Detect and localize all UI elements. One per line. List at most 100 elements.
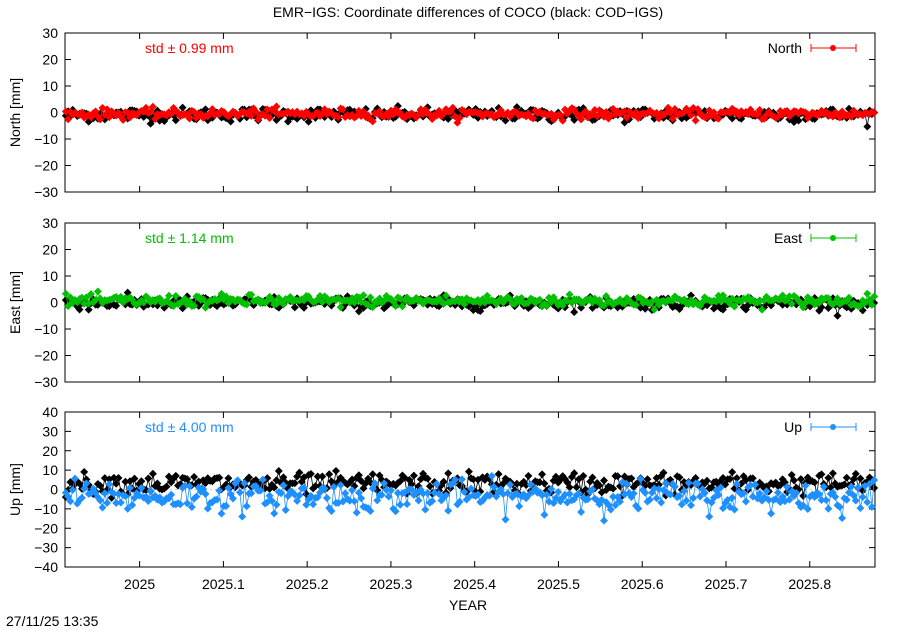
east-data-point [336, 303, 345, 312]
up-data-point [409, 471, 418, 480]
up-data-point [645, 495, 654, 504]
chart-title: EMR−IGS: Coordinate differences of COCO … [273, 4, 663, 20]
up-ytick-label: 10 [42, 462, 58, 478]
east-data-point [863, 289, 872, 298]
up-data-point [414, 496, 423, 505]
east-data-point [290, 303, 299, 312]
up-data-point [824, 473, 833, 482]
up-data-point [192, 492, 201, 501]
up-data-point [116, 498, 125, 507]
east-ylabel: East [mm] [7, 271, 23, 334]
up-data-point [451, 475, 460, 484]
up-data-point [387, 486, 395, 495]
east-legend-label: East [774, 230, 802, 246]
north-data-point [691, 116, 700, 125]
up-data-point [611, 501, 620, 510]
east-data-point [758, 305, 766, 314]
up-data-point [616, 497, 624, 506]
up-data-point [442, 491, 450, 500]
x-tick-label: 2025.2 [286, 576, 329, 592]
up-data-point [654, 480, 663, 489]
up-ytick-label: −10 [34, 501, 58, 517]
x-tick-label: 2025.1 [202, 576, 245, 592]
east-data-point [398, 302, 407, 311]
up-data-point [329, 482, 338, 491]
up-data-point [485, 491, 494, 500]
up-data-point [258, 475, 267, 484]
east-ytick-label: −30 [34, 374, 58, 390]
up-data-point [725, 475, 734, 484]
east-legend-marker [830, 235, 836, 241]
up-data-point [652, 494, 661, 503]
north-legend-marker [830, 45, 836, 51]
up-data-point [320, 484, 329, 493]
east-data-point [190, 301, 199, 310]
up-ytick-label: −40 [34, 559, 58, 575]
east-ytick-label: 0 [50, 295, 58, 311]
up-data-point [595, 481, 604, 490]
east-data-point [171, 291, 180, 300]
up-data-point [380, 479, 389, 488]
up-data-point [213, 495, 221, 504]
up-data-point [622, 480, 631, 489]
north-data-point [208, 105, 217, 114]
up-data-point [382, 486, 391, 494]
up-data-point [336, 481, 345, 490]
up-data-point [217, 509, 226, 518]
up-data-point [458, 475, 466, 484]
east-data-point [350, 298, 359, 307]
north-data-point [666, 108, 675, 117]
up-data-point [332, 466, 340, 475]
x-axis-title: YEAR [449, 597, 487, 613]
up-data-point [512, 479, 521, 488]
up-data-point [290, 479, 299, 488]
up-ytick-label: −20 [34, 520, 58, 536]
up-data-point [444, 469, 453, 478]
up-data-point [162, 482, 171, 491]
east-data-point [460, 300, 469, 309]
up-data-point [309, 500, 318, 509]
up-data-point [357, 494, 366, 503]
up-std-label: std ± 4.00 mm [145, 419, 234, 435]
up-data-point [737, 479, 746, 488]
up-data-point [444, 506, 453, 515]
east-data-point [535, 295, 544, 304]
east-data-point [600, 301, 608, 310]
up-data-point [318, 472, 327, 481]
up-data-point [643, 475, 652, 484]
up-data-point [222, 502, 231, 510]
up-data-point [435, 490, 444, 498]
up-data-point [183, 475, 192, 484]
x-tick-label: 2025.6 [621, 576, 664, 592]
east-std-label: std ± 1.14 mm [145, 230, 234, 246]
up-data-point [350, 497, 359, 506]
up-data-point [613, 472, 622, 481]
east-data-point [247, 290, 256, 299]
up-data-point [577, 508, 586, 516]
up-data-point [403, 500, 411, 509]
up-data-point [609, 492, 618, 501]
up-data-point [215, 473, 224, 482]
east-ytick-label: 20 [42, 242, 58, 258]
up-data-point [215, 486, 224, 495]
north-ytick-label: 20 [42, 52, 58, 68]
up-data-point [176, 500, 185, 509]
up-data-point [659, 468, 668, 477]
up-data-point [423, 474, 432, 483]
up-data-point [524, 471, 533, 480]
up-data-point [490, 482, 498, 491]
up-data-point [400, 488, 409, 497]
up-data-point [572, 483, 581, 492]
east-ytick-label: −10 [34, 321, 58, 337]
up-data-point [506, 480, 515, 489]
up-ytick-label: 0 [50, 482, 58, 498]
up-data-point [240, 479, 249, 488]
up-data-point [130, 474, 139, 483]
up-ylabel: Up [mm] [7, 463, 23, 516]
up-data-point [421, 505, 430, 514]
up-data-point [270, 509, 279, 518]
up-ytick-label: 20 [42, 443, 58, 459]
north-std-label: std ± 0.99 mm [145, 40, 234, 56]
up-data-point [345, 496, 354, 505]
up-data-point [570, 469, 579, 478]
